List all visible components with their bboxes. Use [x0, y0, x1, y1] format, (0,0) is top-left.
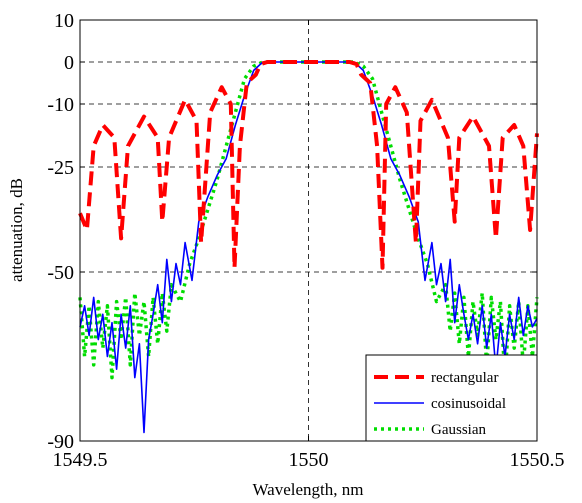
- y-tick-label: 10: [54, 10, 74, 32]
- y-tick-label: 0: [64, 52, 74, 74]
- grid: [80, 20, 537, 441]
- legend-label-rectangular: rectangular: [431, 370, 498, 386]
- legend-label-gaussian: Gaussian: [431, 422, 486, 438]
- y-axis-title: attenuation, dB: [7, 178, 26, 282]
- x-tick-label: 1549.5: [53, 449, 108, 471]
- x-tick-label: 1550: [289, 449, 329, 471]
- plot-frame: [79, 19, 538, 442]
- legend-label-cosinusoidal: cosinusoidal: [431, 396, 506, 412]
- y-tick-label: -50: [47, 262, 74, 284]
- x-tick-label: 1550.5: [510, 449, 565, 471]
- y-tick-label: -25: [47, 157, 74, 179]
- x-axis-title: Wavelength, nm: [253, 480, 364, 499]
- y-tick-label: -90: [47, 431, 74, 453]
- y-tick-label: -10: [47, 94, 74, 116]
- legend-box: [365, 354, 538, 442]
- series-line-rectangular: [78, 60, 539, 270]
- plot-series: [78, 60, 539, 434]
- legend: rectangular cosinusoidal Gaussian: [365, 354, 538, 442]
